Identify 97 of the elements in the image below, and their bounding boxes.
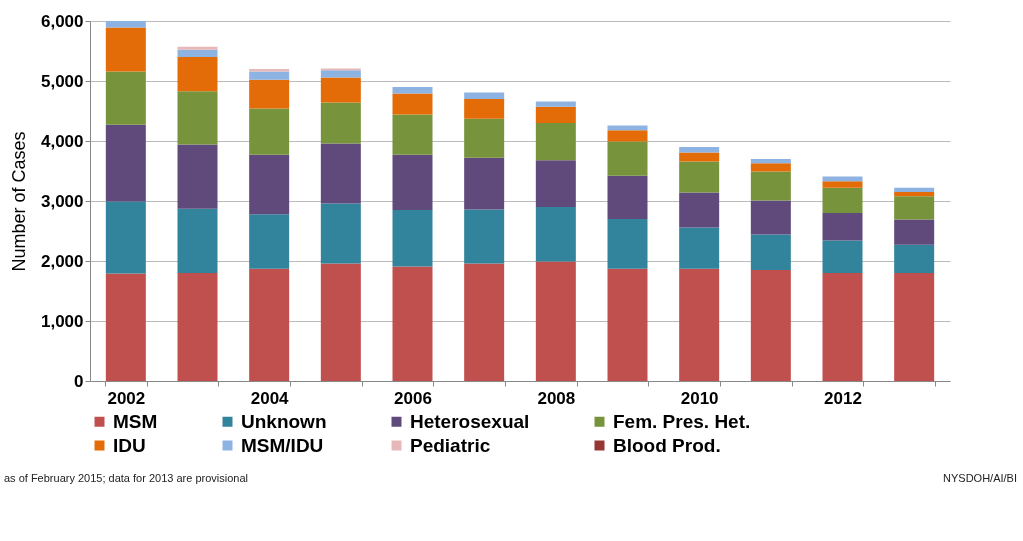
bar — [535, 106, 576, 123]
legend-label: Pediatric — [410, 434, 491, 456]
bar — [607, 175, 648, 219]
bar — [320, 263, 361, 381]
bar — [679, 147, 720, 153]
bar — [679, 152, 720, 162]
bar — [320, 70, 361, 78]
bar — [320, 102, 361, 144]
legend-label: MSM/IDU — [241, 434, 324, 456]
bar — [177, 57, 218, 92]
bar — [822, 240, 863, 273]
bar — [607, 130, 648, 142]
bar — [822, 213, 863, 241]
legend-label: Fem. Pres. Het. — [613, 410, 751, 432]
x-tick-label: 2006 — [394, 388, 432, 408]
bar — [750, 234, 791, 270]
bar — [249, 154, 290, 215]
legend-label: MSM — [113, 410, 158, 432]
bar — [535, 261, 576, 381]
bar — [249, 268, 290, 381]
bar — [464, 209, 505, 264]
bar — [320, 77, 361, 103]
bar — [249, 71, 290, 80]
y-tick-label: 2,000 — [40, 251, 84, 271]
bar — [392, 154, 433, 210]
bar — [105, 71, 146, 125]
bar — [177, 46, 218, 50]
bar — [249, 214, 290, 269]
y-tick-label: 3,000 — [40, 191, 84, 211]
bar — [177, 144, 218, 209]
y-tick-label: 1,000 — [40, 311, 84, 331]
bar — [894, 244, 935, 273]
bar — [535, 123, 576, 161]
bar — [894, 219, 935, 245]
bar — [105, 21, 146, 28]
bar — [822, 176, 863, 182]
y-tick-label: 0 — [74, 371, 84, 391]
bar — [750, 159, 791, 164]
bar — [392, 210, 433, 267]
legend-label: IDU — [113, 434, 146, 456]
bar — [320, 203, 361, 264]
bar — [392, 266, 433, 381]
bar — [249, 79, 290, 109]
text: as of February 2015; data for 2013 are provisional — [4, 472, 248, 484]
bar — [105, 124, 146, 202]
bar — [105, 201, 146, 274]
bar — [894, 187, 935, 192]
bar — [320, 143, 361, 204]
x-tick-label: 2010 — [680, 388, 719, 408]
bar — [464, 157, 505, 210]
bar — [535, 101, 576, 107]
bar — [392, 87, 433, 94]
bar — [392, 114, 433, 155]
x-tick-label: 2002 — [107, 388, 146, 408]
bar — [607, 219, 648, 269]
bar — [177, 91, 218, 145]
y-tick-label: 4,000 — [40, 131, 84, 151]
bar — [822, 187, 863, 213]
y-tick-label: 5,000 — [40, 71, 84, 91]
bar — [607, 268, 648, 381]
legend-label: Blood Prod. — [613, 434, 721, 456]
bar — [105, 27, 146, 72]
bar — [464, 92, 505, 99]
bar — [177, 273, 218, 381]
bar — [392, 93, 433, 115]
legend-label: Unknown — [241, 410, 327, 432]
bar — [679, 227, 720, 269]
bar — [750, 163, 791, 172]
bar — [822, 181, 863, 188]
bar — [177, 49, 218, 57]
bar — [464, 99, 505, 119]
bar — [679, 268, 720, 381]
bar — [679, 161, 720, 193]
bar — [535, 207, 576, 262]
bar — [822, 273, 863, 381]
bar — [607, 141, 648, 176]
y-tick-label: 6,000 — [40, 11, 84, 31]
bar — [894, 192, 935, 197]
x-tick-label: 2008 — [537, 388, 576, 408]
bar — [750, 171, 791, 201]
bar — [607, 125, 648, 131]
bar — [177, 208, 218, 273]
x-tick-label: 2004 — [250, 388, 290, 408]
bar — [464, 263, 505, 381]
bar — [894, 196, 935, 220]
bar — [750, 270, 791, 381]
legend-label: Heterosexual — [410, 410, 530, 432]
bar — [249, 108, 290, 155]
text: NYSDOH/AI/BI — [943, 472, 1017, 484]
bar — [894, 273, 935, 381]
bar — [464, 118, 505, 158]
x-tick-label: 2012 — [824, 388, 862, 408]
bar — [535, 160, 576, 207]
bar — [105, 273, 146, 381]
bar — [679, 192, 720, 228]
y-axis-title: Number of Cases — [8, 131, 29, 272]
bar — [750, 200, 791, 235]
